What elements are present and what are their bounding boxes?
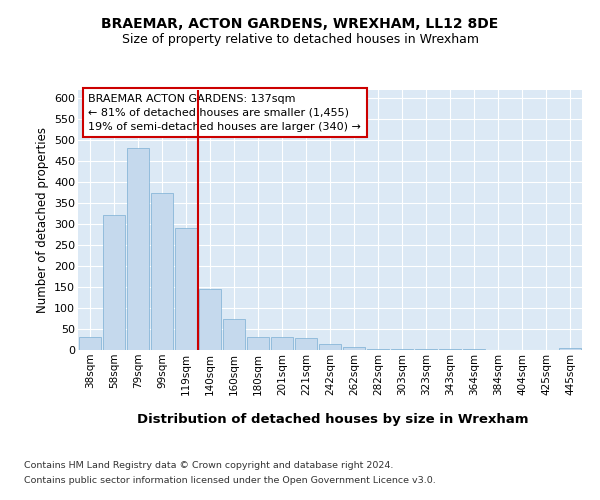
Y-axis label: Number of detached properties: Number of detached properties: [35, 127, 49, 313]
Bar: [271, 338, 293, 350]
Text: Contains HM Land Registry data © Crown copyright and database right 2024.: Contains HM Land Registry data © Crown c…: [24, 461, 394, 470]
Bar: [391, 349, 413, 350]
Bar: [247, 336, 269, 350]
Bar: [415, 349, 437, 350]
Bar: [175, 228, 197, 350]
Bar: [439, 349, 461, 350]
Bar: [343, 347, 365, 350]
Bar: [295, 338, 317, 350]
Bar: [103, 215, 125, 350]
Bar: [319, 344, 341, 350]
Bar: [151, 193, 173, 350]
Bar: [79, 336, 101, 350]
Bar: [127, 148, 149, 350]
Text: BRAEMAR, ACTON GARDENS, WREXHAM, LL12 8DE: BRAEMAR, ACTON GARDENS, WREXHAM, LL12 8D…: [101, 18, 499, 32]
Text: Contains public sector information licensed under the Open Government Licence v3: Contains public sector information licen…: [24, 476, 436, 485]
Bar: [367, 348, 389, 350]
Text: BRAEMAR ACTON GARDENS: 137sqm
← 81% of detached houses are smaller (1,455)
19% o: BRAEMAR ACTON GARDENS: 137sqm ← 81% of d…: [88, 94, 361, 132]
Text: Size of property relative to detached houses in Wrexham: Size of property relative to detached ho…: [121, 32, 479, 46]
Bar: [559, 348, 581, 350]
Text: Distribution of detached houses by size in Wrexham: Distribution of detached houses by size …: [137, 412, 529, 426]
Bar: [199, 289, 221, 350]
Bar: [223, 318, 245, 350]
Bar: [463, 349, 485, 350]
